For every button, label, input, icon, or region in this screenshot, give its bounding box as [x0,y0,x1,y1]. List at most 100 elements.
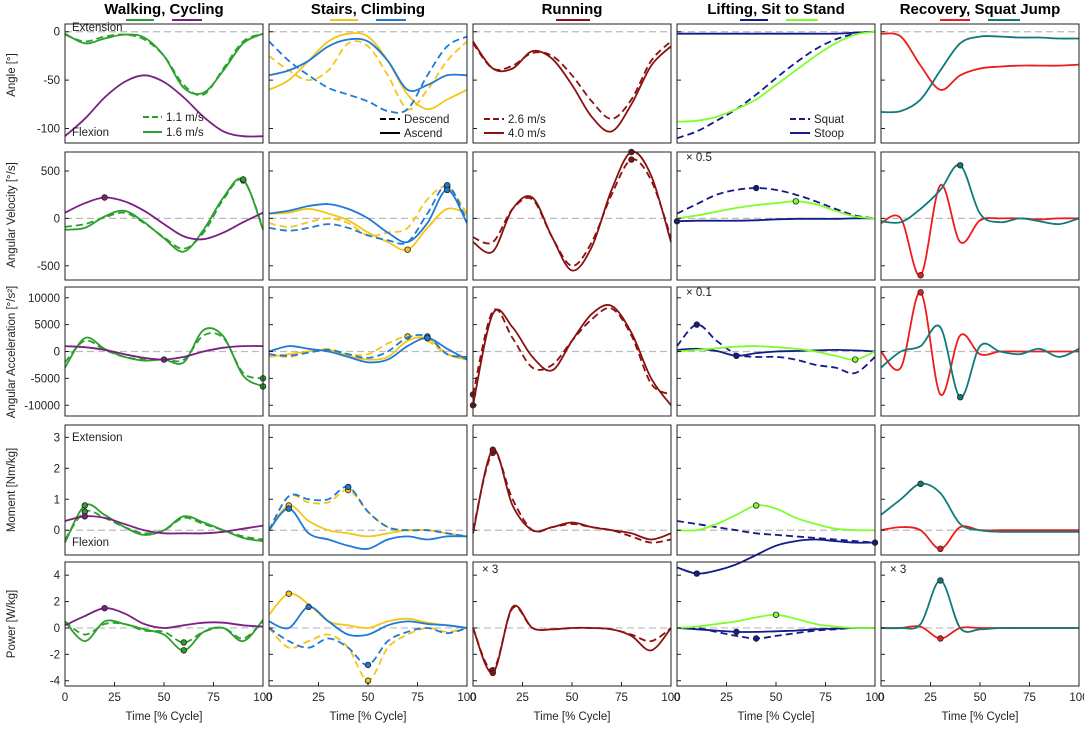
x-tick-label: 0 [674,692,680,704]
column-title-lifting-sit-to-stand: Lifting, Sit to Stand [707,1,844,18]
series-line [472,604,672,674]
y-tick-label: 2 [54,463,60,475]
row-label-angular-velocity: Angular Velocity [°/s] [6,162,18,268]
peak-marker [917,480,924,488]
peak-marker [81,513,88,520]
series-line [268,207,468,252]
series-line [880,35,1080,114]
annotation-flexion-angle: Flexion [72,127,109,139]
series-line [268,336,468,361]
annotation-scale-lift-acceleration: × 0.1 [686,287,712,299]
peak-marker [693,321,700,328]
series-line [64,177,264,253]
y-tick-label: -500 [37,261,60,273]
peak-marker [180,647,187,654]
panel-frame [472,561,672,687]
panel-frame [268,424,468,556]
series-line [64,32,264,97]
column-title-recovery-squat-jump: Recovery, Squat Jump [900,1,1061,18]
series-line [472,150,672,272]
series-line [268,40,468,111]
peak-marker [917,272,924,279]
series-line [677,30,876,35]
x-tick-label: 50 [158,692,171,704]
series-line [676,217,876,223]
x-tick-label: 100 [1069,692,1084,704]
series-line [268,489,468,538]
peak-marker [424,334,431,342]
series-line [880,164,1080,226]
series-line [880,482,1079,533]
series-line [268,592,468,630]
series-line [676,187,876,220]
peak-marker [957,393,964,401]
row-label-moment: Moment [Nm/kg] [6,448,18,532]
series-line [472,451,672,544]
y-tick-label: 4 [54,570,61,582]
series-line [676,323,876,375]
series-line [268,188,468,244]
series-line [268,605,468,637]
peak-marker [753,184,760,192]
y-tick-label: 10000 [28,293,60,305]
panel-frames [64,23,1080,687]
panel-frame [472,424,672,556]
x-tick-label: 25 [924,692,937,704]
x-tick-label: 75 [411,692,424,704]
legend-lift-2: Stoop [814,128,844,140]
peak-marker [628,156,635,163]
row-label-power: Power [W/kg] [6,590,18,658]
x-tick-label: 0 [470,692,476,704]
annotation-flexion-moment: Flexion [72,537,109,549]
x-label-col1: Time [% Cycle] [126,711,203,723]
series-line [472,448,672,541]
series-line [676,538,876,575]
x-tick-label: 25 [312,692,325,704]
annotation-scale-recovery-power: × 3 [890,564,906,576]
series-line [676,345,876,361]
series-line [472,304,672,406]
peak-marker [101,194,108,201]
series-line [268,485,468,538]
x-tick-label: 100 [865,692,884,704]
x-tick-label: 50 [362,692,375,704]
y-tick-label: -50 [43,75,60,87]
y-tick-label: 500 [41,166,60,178]
y-tick-label: -2 [50,649,60,661]
peak-marker [305,603,312,611]
peak-marker [917,289,924,296]
panel-frame [676,23,876,144]
series-line [268,627,468,682]
x-tick-label: 100 [253,692,272,704]
series-line [64,503,264,544]
series-line [268,32,468,111]
y-tick-label: 0 [54,27,60,39]
series-line [268,507,468,550]
x-tick-label: 25 [108,692,121,704]
y-tick-label: 2 [54,597,60,609]
series-line [676,30,876,140]
series-line [64,74,264,138]
panel-frame [268,151,468,281]
panel-frame [880,561,1080,687]
panel-frame [64,424,264,556]
column-title-walking-cycling: Walking, Cycling [104,1,223,18]
peak-marker [792,198,799,205]
x-tick-label: 0 [878,692,884,704]
y-tick-label: 3 [54,432,60,444]
peak-marker [489,446,496,453]
x-label-col2: Time [% Cycle] [330,711,407,723]
peak-marker [404,246,411,253]
series-line [64,515,264,535]
peak-marker [345,483,352,491]
panel-frame [64,23,264,144]
series-line [64,607,264,629]
series-line [472,40,672,120]
peak-marker [693,570,700,577]
series-lines [64,30,1080,684]
x-tick-label: 0 [266,692,272,704]
peak-marker [180,639,187,646]
panel-frame [880,23,1080,144]
peak-marker [733,352,740,359]
